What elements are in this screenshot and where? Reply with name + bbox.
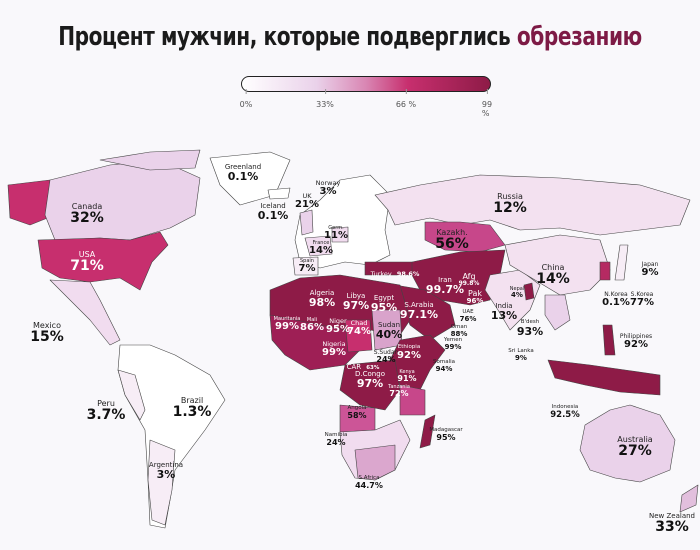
region-south-africa — [354, 444, 396, 481]
label-uk: UK 21% — [295, 192, 319, 210]
label-libya: Libya 97% — [342, 292, 370, 313]
legend-gradient-bar — [241, 76, 491, 92]
label-china: China 14% — [536, 263, 570, 288]
label-india: India 13% — [490, 302, 518, 323]
region-south-america — [117, 344, 226, 529]
label-ssudan: S.Sudan 24% — [373, 349, 399, 365]
title-accent: обрезанию — [516, 22, 642, 52]
label-sarabia: S.Arabia 97.1% — [399, 301, 439, 322]
label-indonesia: Indonesia 92.5% — [550, 404, 580, 420]
label-bdesh: B'desh 93% — [516, 319, 544, 338]
region-russia — [374, 174, 691, 236]
label-philippines: Philippines 92% — [619, 333, 653, 351]
label-turkey: Turkey 98.6% — [370, 270, 420, 278]
region-central-africa — [339, 359, 401, 411]
region-argentina — [147, 439, 176, 526]
region-se-asia — [544, 294, 571, 331]
label-chad: Chad 74% — [347, 319, 371, 337]
color-legend: 0% 33% 66 % 99 % — [240, 76, 492, 118]
region-spain — [292, 256, 319, 276]
legend-tick-0: 0% — [240, 89, 252, 109]
region-arabia — [394, 284, 456, 341]
region-germany — [331, 226, 349, 243]
label-dcongo: D.Congo 97% — [355, 370, 385, 391]
page-title: Процент мужчин, которые подверглись обре… — [49, 22, 651, 52]
label-kazakh: Kazakh. 56% — [435, 228, 469, 253]
region-uk — [299, 209, 314, 236]
region-usa — [37, 231, 169, 291]
region-madagascar — [419, 414, 436, 449]
region-kazakhstan — [424, 221, 506, 253]
legend-tick-33: 33% — [316, 89, 334, 109]
label-nigeria: Nigeria 99% — [322, 340, 346, 358]
label-ethiopia: Ethiopia 92% — [397, 344, 421, 361]
region-new-zealand — [679, 484, 699, 513]
region-china — [504, 234, 611, 296]
label-spain: Spain 7% — [298, 258, 316, 275]
label-mauritania: Mauritania 99% — [273, 316, 301, 333]
label-mexico: Mexico 15% — [30, 321, 64, 346]
label-pak: Pak 96% — [466, 289, 484, 306]
region-philippines — [602, 324, 616, 356]
label-uae: UAE 76% — [459, 309, 477, 323]
label-oman: Oman 88% — [450, 324, 468, 338]
label-argentina: Argentina 3% — [148, 461, 184, 482]
label-srilanka: Sri Lanka 9% — [508, 348, 534, 362]
label-somalia: Somalia 94% — [432, 359, 456, 373]
label-australia: Australia 27% — [617, 435, 653, 460]
region-alaska — [7, 179, 56, 226]
label-car: CAR 63% — [346, 363, 380, 371]
label-greenland: Greenland 0.1% — [224, 163, 262, 184]
region-korea — [599, 261, 611, 281]
label-tanzania: Tanzania 72% — [388, 384, 410, 399]
label-nepal: Nepal 4% — [509, 286, 525, 300]
label-norway: Norway 3% — [315, 179, 341, 197]
region-iran-afg-pak — [411, 249, 506, 306]
region-mexico — [49, 279, 121, 346]
label-kenya: Kenya 91% — [397, 369, 417, 384]
label-niger: Niger 95% — [326, 317, 350, 335]
label-france: France 14% — [309, 240, 333, 257]
title-main: Процент мужчин, которые подверглись — [58, 22, 511, 52]
label-newzealand: New Zealand 33% — [649, 512, 695, 536]
region-australia — [579, 404, 676, 483]
region-bangladesh — [523, 282, 535, 301]
label-namibia: Namibia 24% — [324, 432, 348, 447]
label-afg: Afg 99.8% — [458, 272, 480, 288]
label-madagascar: Madagascar 95% — [429, 427, 463, 442]
label-angola: Angola 58% — [347, 405, 367, 420]
label-usa: USA 71% — [70, 250, 104, 275]
label-nkorea: N.Korea 0.1% — [602, 291, 630, 309]
label-sudan: Sudan 40% — [375, 321, 403, 342]
region-peru — [117, 369, 146, 421]
label-peru: Peru 3.7% — [86, 399, 126, 424]
label-safrica: S.Africa 44.7% — [355, 475, 383, 490]
region-tanzania — [399, 384, 426, 416]
region-chad — [344, 319, 373, 353]
legend-tick-66: 66 % — [396, 89, 416, 109]
label-japan: Japan 9% — [641, 261, 659, 279]
label-iceland: Iceland 0.1% — [257, 202, 289, 223]
legend-ticks: 0% 33% 66 % 99 % — [240, 89, 492, 118]
region-japan — [614, 244, 629, 281]
label-algeria: Algeria 98% — [308, 289, 336, 310]
region-canada — [44, 159, 201, 241]
label-brazil: Brazil 1.3% — [172, 396, 212, 421]
legend-tick-99: 99 % — [482, 89, 492, 118]
label-yemen: Yemen 99% — [443, 337, 463, 351]
region-iceland — [267, 187, 291, 200]
label-skorea: S.Korea 77% — [630, 291, 654, 309]
region-canada-islands — [99, 149, 201, 171]
region-indonesia — [547, 359, 661, 396]
label-egypt: Egypt 95% — [370, 294, 398, 315]
label-germany: Germ. 11% — [324, 225, 348, 242]
label-canada: Canada 32% — [70, 202, 104, 227]
region-france — [304, 235, 333, 257]
label-mali: Mali 86% — [300, 317, 324, 334]
label-russia: Russia 12% — [493, 192, 527, 217]
label-iran: Iran 99.7% — [425, 276, 465, 297]
